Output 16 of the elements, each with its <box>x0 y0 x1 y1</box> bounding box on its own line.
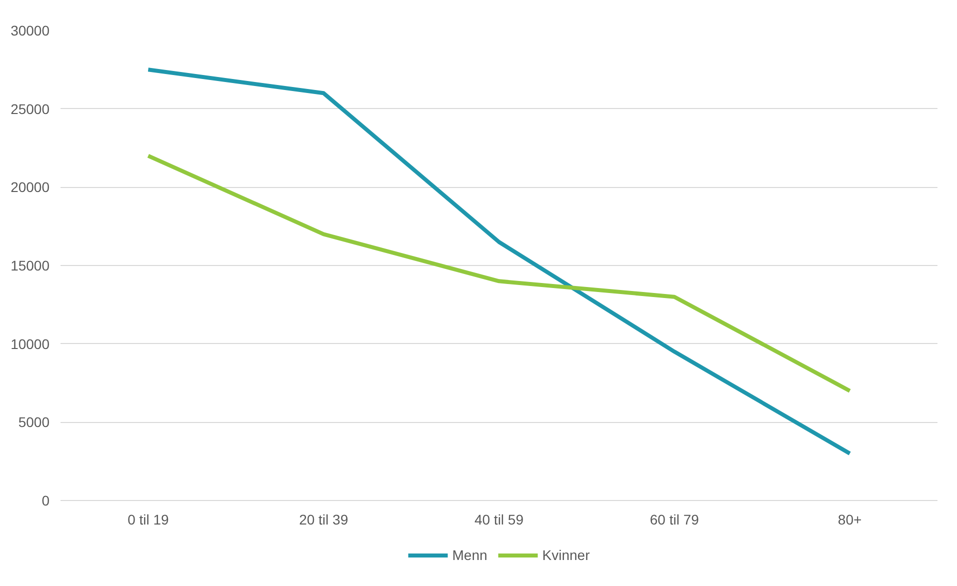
line-series <box>146 68 852 456</box>
y-tick-label: 20000 <box>10 179 50 196</box>
line-series <box>146 154 852 393</box>
x-tick-label: 20 til 39 <box>299 512 348 528</box>
x-tick-label: 0 til 19 <box>128 512 170 528</box>
x-tick-label: 60 til 79 <box>650 512 700 528</box>
legend-label: Menn <box>452 547 488 563</box>
y-tick-label: 30000 <box>10 22 50 38</box>
y-tick-label: 5000 <box>18 414 50 430</box>
y-tick-label: 0 <box>42 492 50 508</box>
x-tick-label: 40 til 59 <box>474 512 524 528</box>
y-tick-label: 15000 <box>10 258 50 274</box>
y-tick-label: 25000 <box>10 100 50 117</box>
y-tick-label: 10000 <box>10 336 50 352</box>
legend-label: Kvinner <box>542 547 590 563</box>
x-tick-label: 80+ <box>838 512 862 528</box>
